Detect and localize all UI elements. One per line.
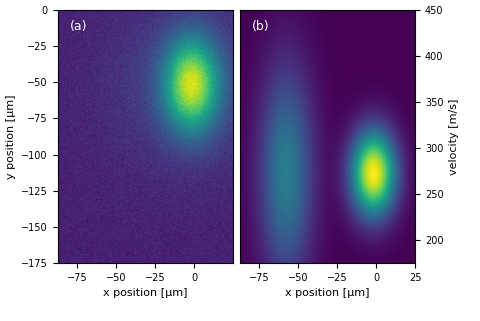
Text: (b): (b) xyxy=(252,20,270,33)
X-axis label: x position [μm]: x position [μm] xyxy=(103,289,188,299)
Y-axis label: y position [μm]: y position [μm] xyxy=(6,94,15,179)
X-axis label: x position [μm]: x position [μm] xyxy=(285,289,370,299)
Text: (a): (a) xyxy=(70,20,87,33)
Y-axis label: velocity [m/s]: velocity [m/s] xyxy=(449,98,459,175)
